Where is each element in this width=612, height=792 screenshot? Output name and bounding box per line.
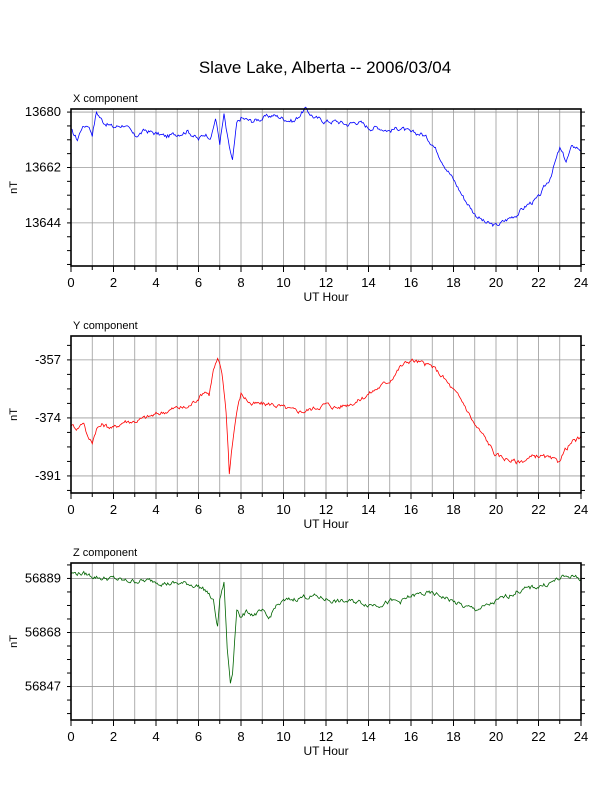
- x-tick-label: 10: [276, 502, 290, 517]
- x-tick-label: 20: [489, 502, 503, 517]
- x-tick-label: 24: [574, 502, 588, 517]
- x-tick-label: 12: [319, 729, 333, 744]
- panel-label-1: Y component: [73, 320, 138, 332]
- panel-label-2: Z component: [73, 547, 137, 559]
- y-tick-label: -374: [35, 410, 61, 425]
- x-tick-label: 20: [489, 729, 503, 744]
- x-tick-label: 16: [404, 502, 418, 517]
- x-tick-label: 6: [195, 729, 202, 744]
- x-tick-label: 2: [110, 502, 117, 517]
- series-line-2: [70, 570, 582, 684]
- x-tick-label: 22: [531, 502, 545, 517]
- x-tick-label: 10: [276, 275, 290, 290]
- x-tick-label: 2: [110, 275, 117, 290]
- x-tick-label: 18: [446, 502, 460, 517]
- y-tick-label: -357: [35, 352, 61, 367]
- x-axis-title: UT Hour: [303, 290, 348, 304]
- x-tick-label: 18: [446, 275, 460, 290]
- x-tick-label: 2: [110, 729, 117, 744]
- y-axis-title: nT: [8, 408, 20, 421]
- x-axis-title: UT Hour: [303, 744, 348, 758]
- x-tick-label: 8: [237, 502, 244, 517]
- y-tick-label: 13662: [25, 159, 61, 174]
- x-tick-label: 22: [531, 729, 545, 744]
- y-tick-label: 56889: [25, 570, 61, 585]
- y-tick-label: 13644: [25, 215, 61, 230]
- y-tick-label: -391: [35, 468, 61, 483]
- x-tick-label: 16: [404, 275, 418, 290]
- x-tick-label: 14: [361, 729, 375, 744]
- panel-label-0: X component: [73, 93, 138, 105]
- y-tick-label: 56868: [25, 624, 61, 639]
- x-tick-label: 20: [489, 275, 503, 290]
- x-tick-label: 0: [67, 275, 74, 290]
- x-tick-label: 14: [361, 275, 375, 290]
- x-tick-label: 14: [361, 502, 375, 517]
- series-line-0: [70, 106, 582, 228]
- page-title: Slave Lake, Alberta -- 2006/03/04: [198, 58, 452, 77]
- x-tick-label: 0: [67, 729, 74, 744]
- x-tick-label: 8: [237, 275, 244, 290]
- x-tick-label: 4: [152, 502, 159, 517]
- x-tick-label: 4: [152, 729, 159, 744]
- x-tick-label: 4: [152, 275, 159, 290]
- x-tick-label: 6: [195, 275, 202, 290]
- x-tick-label: 16: [404, 729, 418, 744]
- x-tick-label: 10: [276, 729, 290, 744]
- series-line-1: [70, 357, 582, 475]
- x-tick-label: 22: [531, 275, 545, 290]
- x-tick-label: 0: [67, 502, 74, 517]
- y-tick-label: 13680: [25, 104, 61, 119]
- x-tick-label: 24: [574, 729, 588, 744]
- x-tick-label: 12: [319, 275, 333, 290]
- y-axis-title: nT: [8, 635, 20, 648]
- x-tick-label: 24: [574, 275, 588, 290]
- y-axis-title: nT: [8, 181, 20, 194]
- x-axis-title: UT Hour: [303, 517, 348, 531]
- x-tick-label: 12: [319, 502, 333, 517]
- x-tick-label: 18: [446, 729, 460, 744]
- y-tick-label: 56847: [25, 679, 61, 694]
- x-tick-label: 6: [195, 502, 202, 517]
- x-tick-label: 8: [237, 729, 244, 744]
